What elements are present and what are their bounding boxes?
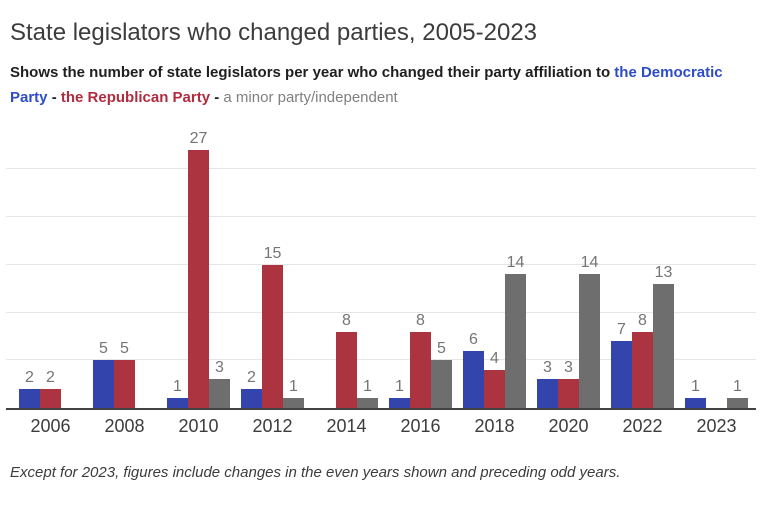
value-label-minor-2012: 1 (289, 378, 298, 396)
bar-minor-2016 (431, 360, 452, 408)
gridline-25 (6, 168, 756, 170)
bar-republican-2016 (410, 331, 431, 408)
bar-republican-2022 (632, 331, 653, 408)
bar-republican-2008 (114, 360, 135, 408)
value-label-democratic-2018: 6 (469, 330, 478, 348)
bar-democratic-2016 (389, 398, 410, 408)
bar-democratic-2018 (463, 350, 484, 408)
value-label-republican-2006: 2 (46, 368, 55, 386)
page-title: State legislators who changed parties, 2… (10, 19, 538, 46)
x-axis-label-2014: 2014 (326, 416, 367, 436)
legend-minor-label: a minor party/independent (223, 89, 398, 106)
value-label-minor-2020: 14 (580, 254, 599, 272)
bar-minor-2022 (653, 283, 674, 408)
bar-minor-2018 (505, 274, 526, 408)
value-label-democratic-2006: 2 (25, 368, 34, 386)
gridline-20 (6, 216, 756, 218)
value-label-democratic-2010: 1 (173, 378, 182, 396)
x-axis-label-2020: 2020 (548, 416, 589, 436)
value-label-minor-2022: 13 (654, 263, 673, 281)
value-label-minor-2023: 1 (733, 378, 742, 396)
value-label-republican-2018: 4 (490, 349, 499, 367)
value-label-minor-2016: 5 (437, 340, 446, 358)
bar-minor-2012 (283, 398, 304, 408)
x-axis-line (6, 408, 756, 410)
x-axis-label-2006: 2006 (30, 416, 71, 436)
chart-subtitle: Shows the number of state legislators pe… (10, 60, 752, 110)
gridline-10 (6, 311, 756, 313)
bar-chart: 2006 2 2 2008 5 5 2010 1 27 3 2012 2 15 1 2014 8 1 2016 1 8… (0, 117, 768, 437)
value-label-democratic-2022: 7 (617, 321, 626, 339)
value-label-republican-2012: 15 (263, 244, 282, 262)
value-label-democratic-2016: 1 (395, 378, 404, 396)
bar-minor-2020 (579, 274, 600, 408)
legend-separator: - (210, 89, 224, 106)
bar-democratic-2022 (611, 341, 632, 408)
bar-democratic-2010 (167, 398, 188, 408)
gridline-5 (6, 359, 756, 361)
x-axis-label-2023: 2023 (696, 416, 737, 436)
bar-minor-2010 (209, 379, 230, 408)
bar-minor-2014 (357, 398, 378, 408)
value-label-republican-2010: 27 (189, 130, 208, 148)
value-label-republican-2016: 8 (416, 311, 425, 329)
bar-republican-2006 (40, 388, 61, 408)
chart-footnote: Except for 2023, figures include changes… (10, 464, 621, 481)
x-axis-label-2010: 2010 (178, 416, 219, 436)
bar-democratic-2023 (685, 398, 706, 408)
value-label-republican-2008: 5 (120, 340, 129, 358)
gridline-15 (6, 263, 756, 265)
value-label-minor-2018: 14 (506, 254, 525, 272)
bar-republican-2020 (558, 379, 579, 408)
legend-separator: - (47, 89, 61, 106)
x-axis-label-2012: 2012 (252, 416, 293, 436)
value-label-minor-2010: 3 (215, 359, 224, 377)
bar-republican-2018 (484, 369, 505, 408)
bar-democratic-2012 (241, 388, 262, 408)
x-axis-label-2018: 2018 (474, 416, 515, 436)
value-label-republican-2014: 8 (342, 311, 351, 329)
bar-republican-2012 (262, 264, 283, 408)
bar-minor-2023 (727, 398, 748, 408)
value-label-democratic-2008: 5 (99, 340, 108, 358)
bar-democratic-2020 (537, 379, 558, 408)
legend-republican-label: the Republican Party (60, 89, 211, 106)
subtitle-prefix: Shows the number of state legislators pe… (10, 64, 615, 81)
value-label-democratic-2012: 2 (247, 368, 256, 386)
value-label-minor-2014: 1 (363, 378, 372, 396)
value-label-democratic-2023: 1 (691, 378, 700, 396)
value-label-republican-2022: 8 (638, 311, 647, 329)
bar-democratic-2008 (93, 360, 114, 408)
value-label-democratic-2020: 3 (543, 359, 552, 377)
legend-democratic-label: the Democratic Party (10, 64, 723, 106)
bar-republican-2010 (188, 150, 209, 408)
value-label-republican-2020: 3 (564, 359, 573, 377)
bar-republican-2014 (336, 331, 357, 408)
x-axis-label-2022: 2022 (622, 416, 663, 436)
x-axis-label-2016: 2016 (400, 416, 441, 436)
x-axis-label-2008: 2008 (104, 416, 145, 436)
bar-democratic-2006 (19, 388, 40, 408)
